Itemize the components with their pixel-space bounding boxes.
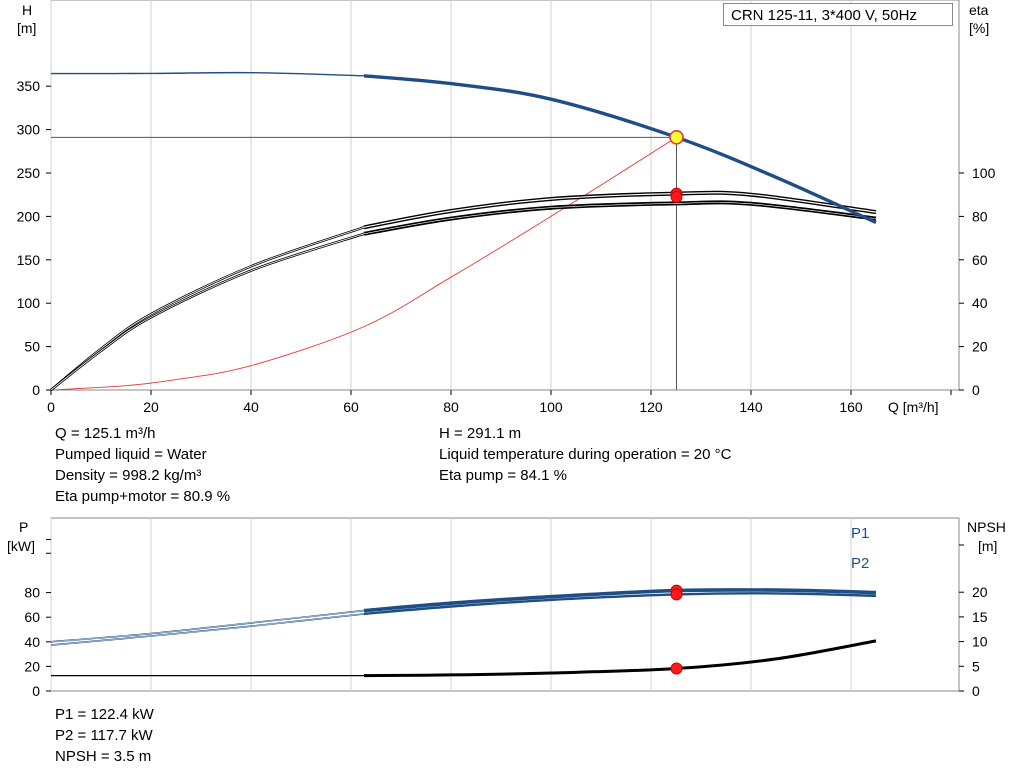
info-p2: P2 = 117.7 kW [55, 727, 153, 744]
x-tick-label: 20 [143, 399, 159, 415]
info-eta-pump: Eta pump = 84.1 % [439, 467, 567, 484]
pump-title-box: CRN 125-11, 3*400 V, 50Hz [723, 3, 953, 26]
x-tick-label: 0 [47, 399, 55, 415]
eta-tick-label: 40 [972, 295, 988, 311]
npsh-tick-label: 20 [972, 584, 988, 600]
eta-tick-label: 100 [972, 165, 996, 181]
bottom-curves [50, 584, 877, 678]
info-p1: P1 = 122.4 kW [55, 706, 154, 723]
eta-tick-label: 0 [972, 382, 980, 398]
top-left-axis-label-line2: [m] [17, 20, 36, 36]
h-tick-label: 350 [17, 78, 41, 94]
eta-curve-1-low-flow [50, 226, 365, 391]
p2-marker [670, 588, 683, 601]
npsh-tick-label: 10 [972, 634, 988, 650]
eta-tick-label: 20 [972, 339, 988, 355]
x-tick-label: 120 [639, 399, 663, 415]
duty-point-marker [669, 130, 684, 145]
power-curve-1 [363, 588, 877, 613]
eta-tick-label: 60 [972, 252, 988, 268]
info-flow: Q = 125.1 m³/h [55, 425, 156, 442]
npsh-tick-label: 0 [972, 683, 980, 699]
bottom-plot-frame [50, 517, 960, 692]
power-curve-2-low-flow [50, 613, 365, 646]
top-plot-frame [50, 0, 960, 391]
system-curve [50, 136, 677, 391]
eta-curve-2-low-flow [50, 232, 365, 391]
eta-curve-1-inner [363, 192, 877, 228]
npsh-tick-label: 15 [972, 609, 988, 625]
eta-pump-motor-marker [670, 190, 683, 203]
top-grid [50, 0, 852, 390]
top-ticks: 0 20 40 60 80 100 120 140 1600501001502002503003… [17, 78, 996, 415]
bottom-ticks: 0 20 40 60 80 0 5 10 15 20 [24, 538, 988, 699]
h-tick-label: 50 [24, 339, 40, 355]
x-tick-label: 60 [343, 399, 359, 415]
eta-curve-2 [363, 200, 877, 236]
bottom-info: P1 = 122.4 kW P2 = 117.7 kW NPSH = 3.5 m [55, 704, 154, 767]
x-tick-label: 140 [739, 399, 763, 415]
eta-tick-label: 80 [972, 208, 988, 224]
x-tick-label: 160 [839, 399, 863, 415]
eta-curve-1-low-inner [50, 226, 365, 391]
head-curve [363, 74, 877, 225]
h-tick-label: 250 [17, 165, 41, 181]
p-tick-label: 0 [32, 683, 40, 699]
p-tick-label: 40 [24, 634, 40, 650]
npsh-tick-label: 5 [972, 658, 980, 674]
series-label-p2: P2 [851, 555, 869, 572]
top-info-right: H = 291.1 m Liquid temperature during op… [439, 423, 731, 486]
series-label-p1: P1 [851, 525, 869, 542]
eta-curve-2-inner [363, 202, 877, 235]
power-curve-1-low-inner [50, 610, 365, 643]
top-curves [50, 71, 877, 391]
info-npsh: NPSH = 3.5 m [55, 748, 152, 765]
info-head: H = 291.1 m [439, 425, 522, 442]
npsh-marker [670, 662, 683, 675]
bottom-left-axis-label-line2: [kW] [7, 538, 35, 554]
eta-curve-2-low-inner [50, 233, 365, 391]
p-tick-label: 80 [24, 585, 40, 601]
h-tick-label: 300 [17, 122, 41, 138]
top-right-axis-label-line1: eta [969, 2, 989, 18]
power-curve-2-low-inner [50, 613, 365, 646]
p-tick-label: 60 [24, 609, 40, 625]
h-tick-label: 0 [32, 382, 40, 398]
top-left-axis-label-line1: H [22, 2, 32, 18]
head-curve-low-flow [50, 71, 365, 77]
top-right-axis-label-line2: [%] [969, 20, 989, 36]
p-tick-label: 20 [24, 658, 40, 674]
bottom-right-axis-label-line2: [m] [978, 538, 997, 554]
top-x-axis-label: Q [m³/h] [888, 399, 939, 415]
info-eta-pump-motor: Eta pump+motor = 80.9 % [55, 488, 231, 505]
bottom-left-axis-label-line1: P [19, 519, 28, 535]
npsh-curve [363, 639, 877, 678]
power-curve-2 [363, 592, 877, 616]
x-tick-label: 40 [243, 399, 259, 415]
x-tick-label: 80 [443, 399, 459, 415]
x-tick-label: 100 [539, 399, 563, 415]
top-info-left: Q = 125.1 m³/h Pumped liquid = Water Den… [55, 423, 230, 507]
h-tick-label: 200 [17, 208, 41, 224]
info-density: Density = 998.2 kg/m³ [55, 467, 202, 484]
h-tick-label: 150 [17, 252, 41, 268]
power-curve-1-low-flow [50, 609, 365, 643]
info-liquid: Pumped liquid = Water [55, 446, 207, 463]
info-temperature: Liquid temperature during operation = 20… [439, 446, 732, 463]
h-tick-label: 100 [17, 295, 41, 311]
bottom-right-axis-label-line1: NPSH [967, 519, 1006, 535]
